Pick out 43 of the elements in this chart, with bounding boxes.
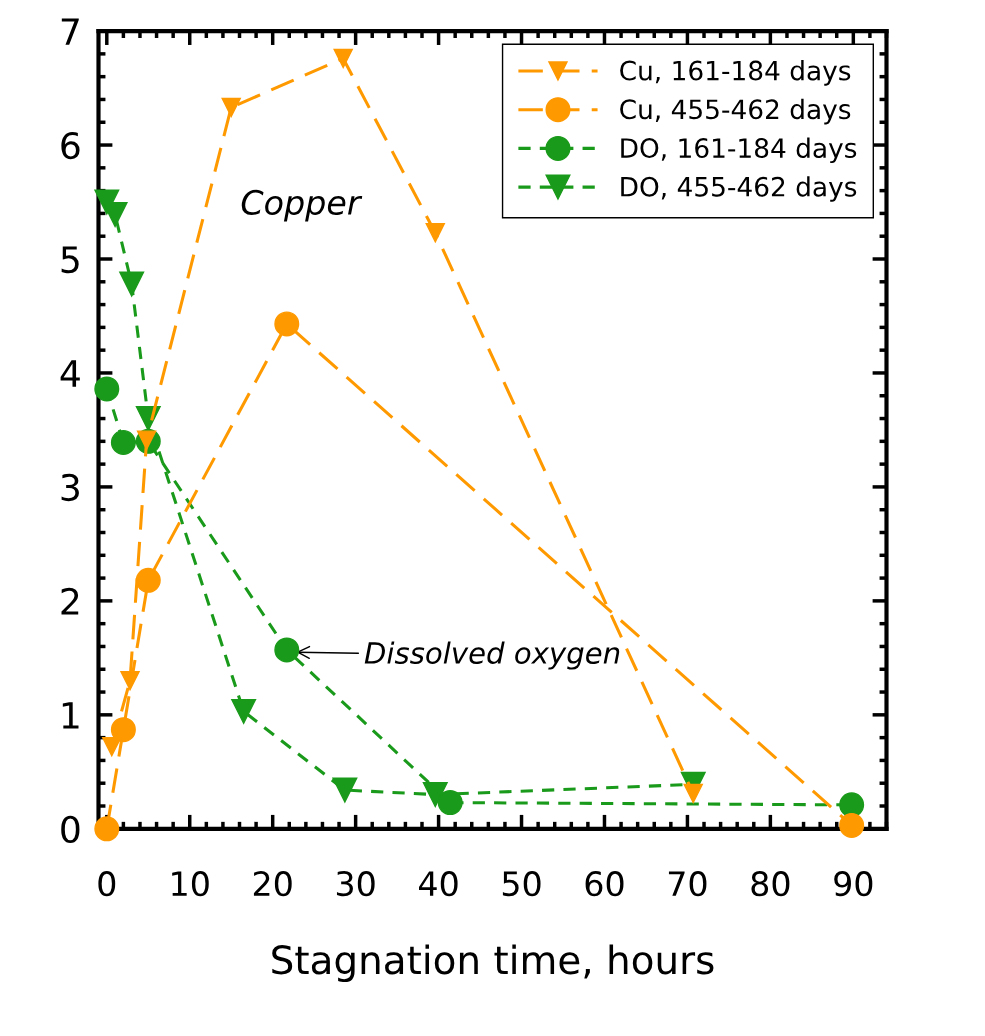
point bbox=[425, 223, 445, 243]
y-tick-label: 3 bbox=[61, 473, 79, 502]
legend-label: Cu, 161-184 days bbox=[620, 60, 851, 86]
x-tick-label: 10 bbox=[172, 871, 209, 897]
point bbox=[274, 311, 300, 337]
x-tick-label: 80 bbox=[751, 871, 790, 897]
point bbox=[110, 429, 136, 455]
y-tick-label: 5 bbox=[61, 246, 79, 274]
point bbox=[94, 816, 120, 842]
x-tick-label: 30 bbox=[336, 871, 375, 897]
point bbox=[839, 792, 865, 818]
point bbox=[221, 97, 241, 118]
legend-label: DO, 455-462 days bbox=[621, 176, 857, 202]
point bbox=[332, 777, 358, 803]
x-tick-label: 40 bbox=[419, 871, 458, 897]
x-tick-label: 0 bbox=[98, 871, 116, 897]
point bbox=[94, 376, 120, 402]
point bbox=[333, 48, 353, 69]
x-tick-label: 60 bbox=[585, 871, 624, 897]
y-tick-label: 1 bbox=[62, 702, 79, 729]
point bbox=[120, 670, 140, 691]
legend-label: Cu, 455-462 days bbox=[620, 98, 851, 125]
y-tick-label: 2 bbox=[61, 587, 79, 615]
x-tick-label: 50 bbox=[502, 871, 541, 897]
x-tick-label: 70 bbox=[668, 871, 707, 897]
x-axis-title: Stagnation time, hours bbox=[272, 944, 714, 983]
point bbox=[102, 737, 122, 757]
x-tick-label: 20 bbox=[253, 871, 292, 897]
point bbox=[231, 698, 257, 724]
y-tick-label: 7 bbox=[61, 18, 79, 45]
point bbox=[683, 783, 703, 804]
point bbox=[839, 812, 865, 838]
point bbox=[274, 637, 300, 663]
y-tick-label: 0 bbox=[61, 815, 80, 844]
y-tick-label: 4 bbox=[60, 360, 80, 387]
annotation: Copper bbox=[241, 189, 363, 222]
point bbox=[119, 271, 145, 297]
annotation: Dissolved oxygen bbox=[364, 641, 620, 670]
point bbox=[437, 790, 463, 816]
x-tick-label: 90 bbox=[834, 871, 873, 897]
point bbox=[135, 567, 161, 593]
legend-label: DO, 161-184 days bbox=[621, 137, 857, 164]
y-tick-label: 6 bbox=[61, 131, 80, 160]
